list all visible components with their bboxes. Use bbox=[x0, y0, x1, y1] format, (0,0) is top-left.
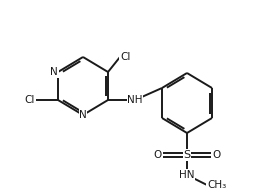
Text: N: N bbox=[79, 110, 87, 120]
Text: NH: NH bbox=[127, 95, 143, 105]
Text: CH₃: CH₃ bbox=[207, 180, 226, 190]
Text: HN: HN bbox=[179, 170, 195, 180]
Text: N: N bbox=[50, 67, 58, 77]
Text: Cl: Cl bbox=[120, 52, 130, 62]
Text: S: S bbox=[183, 150, 191, 160]
Text: O: O bbox=[212, 150, 220, 160]
Text: Cl: Cl bbox=[25, 95, 35, 105]
Text: O: O bbox=[154, 150, 162, 160]
